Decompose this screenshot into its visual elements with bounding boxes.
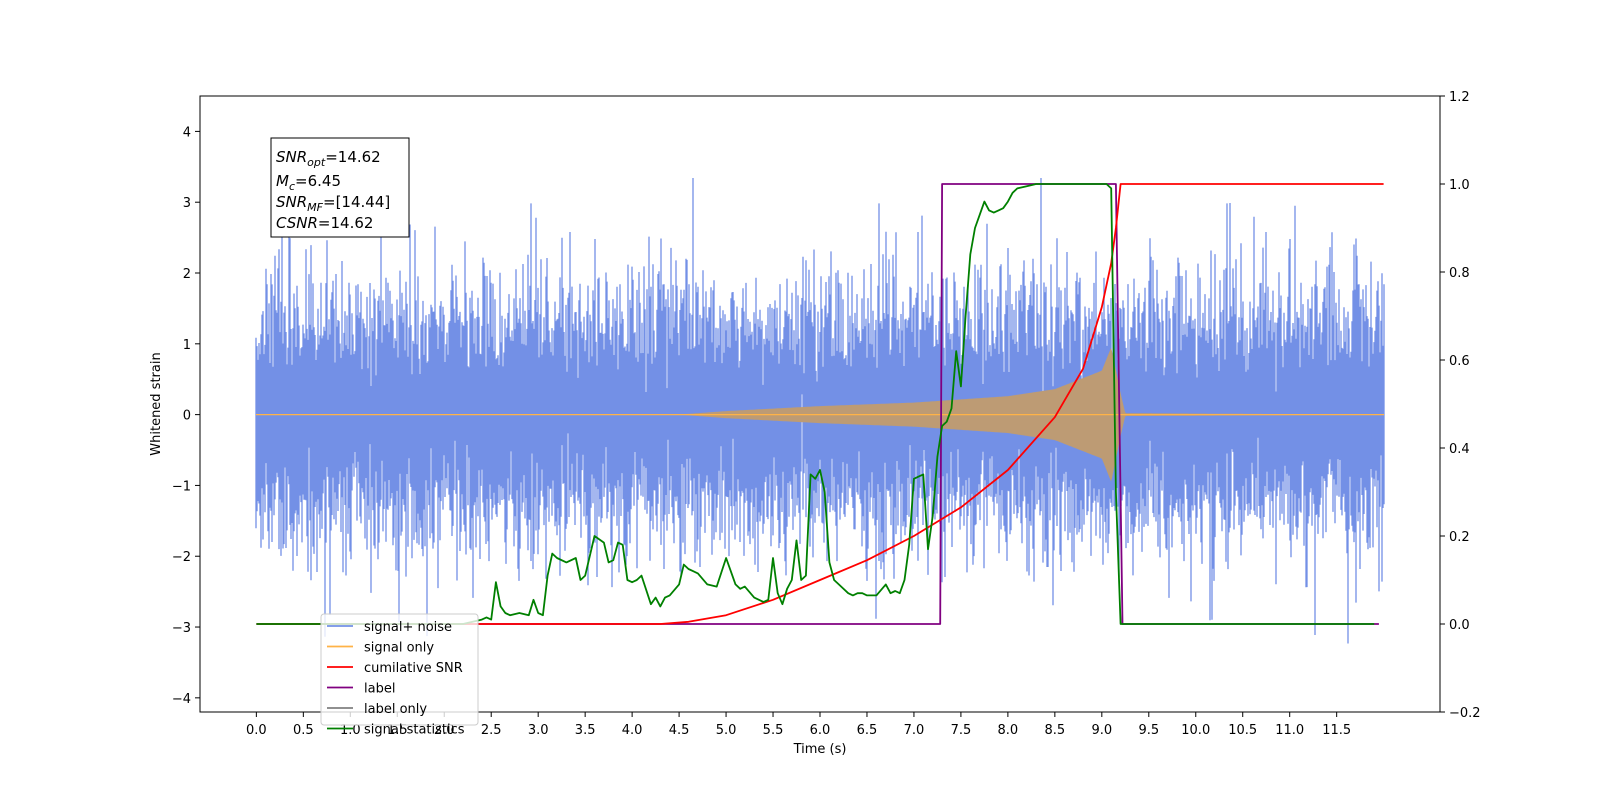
legend-entry: signal statistics <box>364 723 465 738</box>
x-tick-label: 9.5 <box>1138 723 1159 738</box>
x-tick-label: 7.0 <box>904 723 925 738</box>
y-tick-label: 4 <box>183 125 191 140</box>
x-axis-label: Time (s) <box>793 742 847 757</box>
x-tick-label: 1.5 <box>387 723 408 738</box>
x-tick-label: 7.5 <box>951 723 972 738</box>
y2-tick-label: 1.2 <box>1449 90 1470 105</box>
y2-tick-label: 0.6 <box>1449 354 1470 369</box>
y-axis-label: Whitened strain <box>149 352 164 455</box>
axis-ticks: 0.0 0.5 1.0 1.5 2.0 2.5 3.0 3.5 4.0 4.5 5.0 5.5 6.0 6… <box>172 90 1481 738</box>
x-tick-label: 8.5 <box>1045 723 1066 738</box>
x-tick-label: 2.5 <box>481 723 502 738</box>
x-tick-label: 0.0 <box>246 723 267 738</box>
y-tick-label: 2 <box>183 267 191 282</box>
y-tick-label: −1 <box>172 479 191 494</box>
legend-entry: label only <box>364 702 427 717</box>
y2-tick-label: 0.2 <box>1449 530 1470 545</box>
y2-tick-label: 0.0 <box>1449 618 1470 633</box>
x-tick-label: 4.0 <box>622 723 643 738</box>
x-tick-label: 6.0 <box>810 723 831 738</box>
x-tick-label: 10.5 <box>1228 723 1257 738</box>
legend-entry: signal only <box>364 641 434 656</box>
x-tick-label: 4.5 <box>669 723 690 738</box>
x-tick-label: 8.0 <box>998 723 1019 738</box>
y-tick-label: −4 <box>172 692 191 707</box>
x-tick-label: 10.0 <box>1181 723 1210 738</box>
legend-entry: signal+ noise <box>364 620 452 635</box>
plot-area <box>255 178 1385 644</box>
y2-tick-label: 1.0 <box>1449 178 1470 193</box>
x-tick-label: 9.0 <box>1091 723 1112 738</box>
x-tick-label: 5.0 <box>716 723 737 738</box>
x-tick-label: 2.0 <box>434 723 455 738</box>
y-tick-label: 3 <box>183 196 191 211</box>
x-tick-label: 3.0 <box>528 723 549 738</box>
x-tick-label: 0.5 <box>293 723 314 738</box>
annotation-snr-opt: SNRopt=14.62 <box>276 148 381 169</box>
annotation-snr-mf: SNRMF=[14.44] <box>276 193 390 214</box>
legend: signal+ noise signal only cumilative SNR la… <box>320 613 479 738</box>
annotation-csnr: CSNR=14.62 <box>276 214 373 232</box>
y2-tick-label: 0.8 <box>1449 266 1470 281</box>
legend-frame <box>320 613 479 726</box>
y2-tick-label: 0.4 <box>1449 442 1470 457</box>
y-tick-label: −2 <box>172 550 191 565</box>
legend-entry: label <box>364 682 395 697</box>
series-signal-statistics <box>256 183 1375 625</box>
x-tick-label: 1.0 <box>340 723 361 738</box>
y-tick-label: 0 <box>183 409 191 424</box>
x-tick-label: 5.5 <box>763 723 784 738</box>
y-tick-label: −3 <box>172 621 191 636</box>
x-tick-label: 3.5 <box>575 723 596 738</box>
x-tick-label: 11.0 <box>1275 723 1304 738</box>
x-tick-label: 11.5 <box>1322 723 1351 738</box>
annotation-mc: Mc=6.45 <box>276 172 341 193</box>
legend-entry: cumilative SNR <box>364 661 463 676</box>
y2-tick-label: −0.2 <box>1449 706 1481 721</box>
y-tick-label: 1 <box>183 338 191 353</box>
x-tick-label: 6.5 <box>857 723 878 738</box>
annotation-box: SNRopt=14.62 Mc=6.45 SNRMF=[14.44] CSNR=… <box>270 137 410 238</box>
